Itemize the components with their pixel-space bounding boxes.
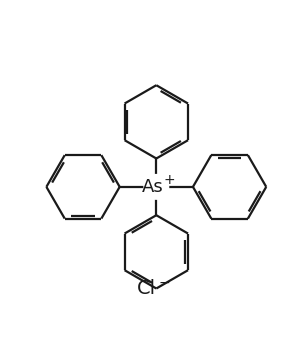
Text: −: − bbox=[159, 276, 170, 290]
Circle shape bbox=[144, 175, 169, 199]
Text: As: As bbox=[142, 178, 164, 196]
Text: +: + bbox=[163, 173, 175, 187]
Text: Cl: Cl bbox=[137, 279, 156, 298]
